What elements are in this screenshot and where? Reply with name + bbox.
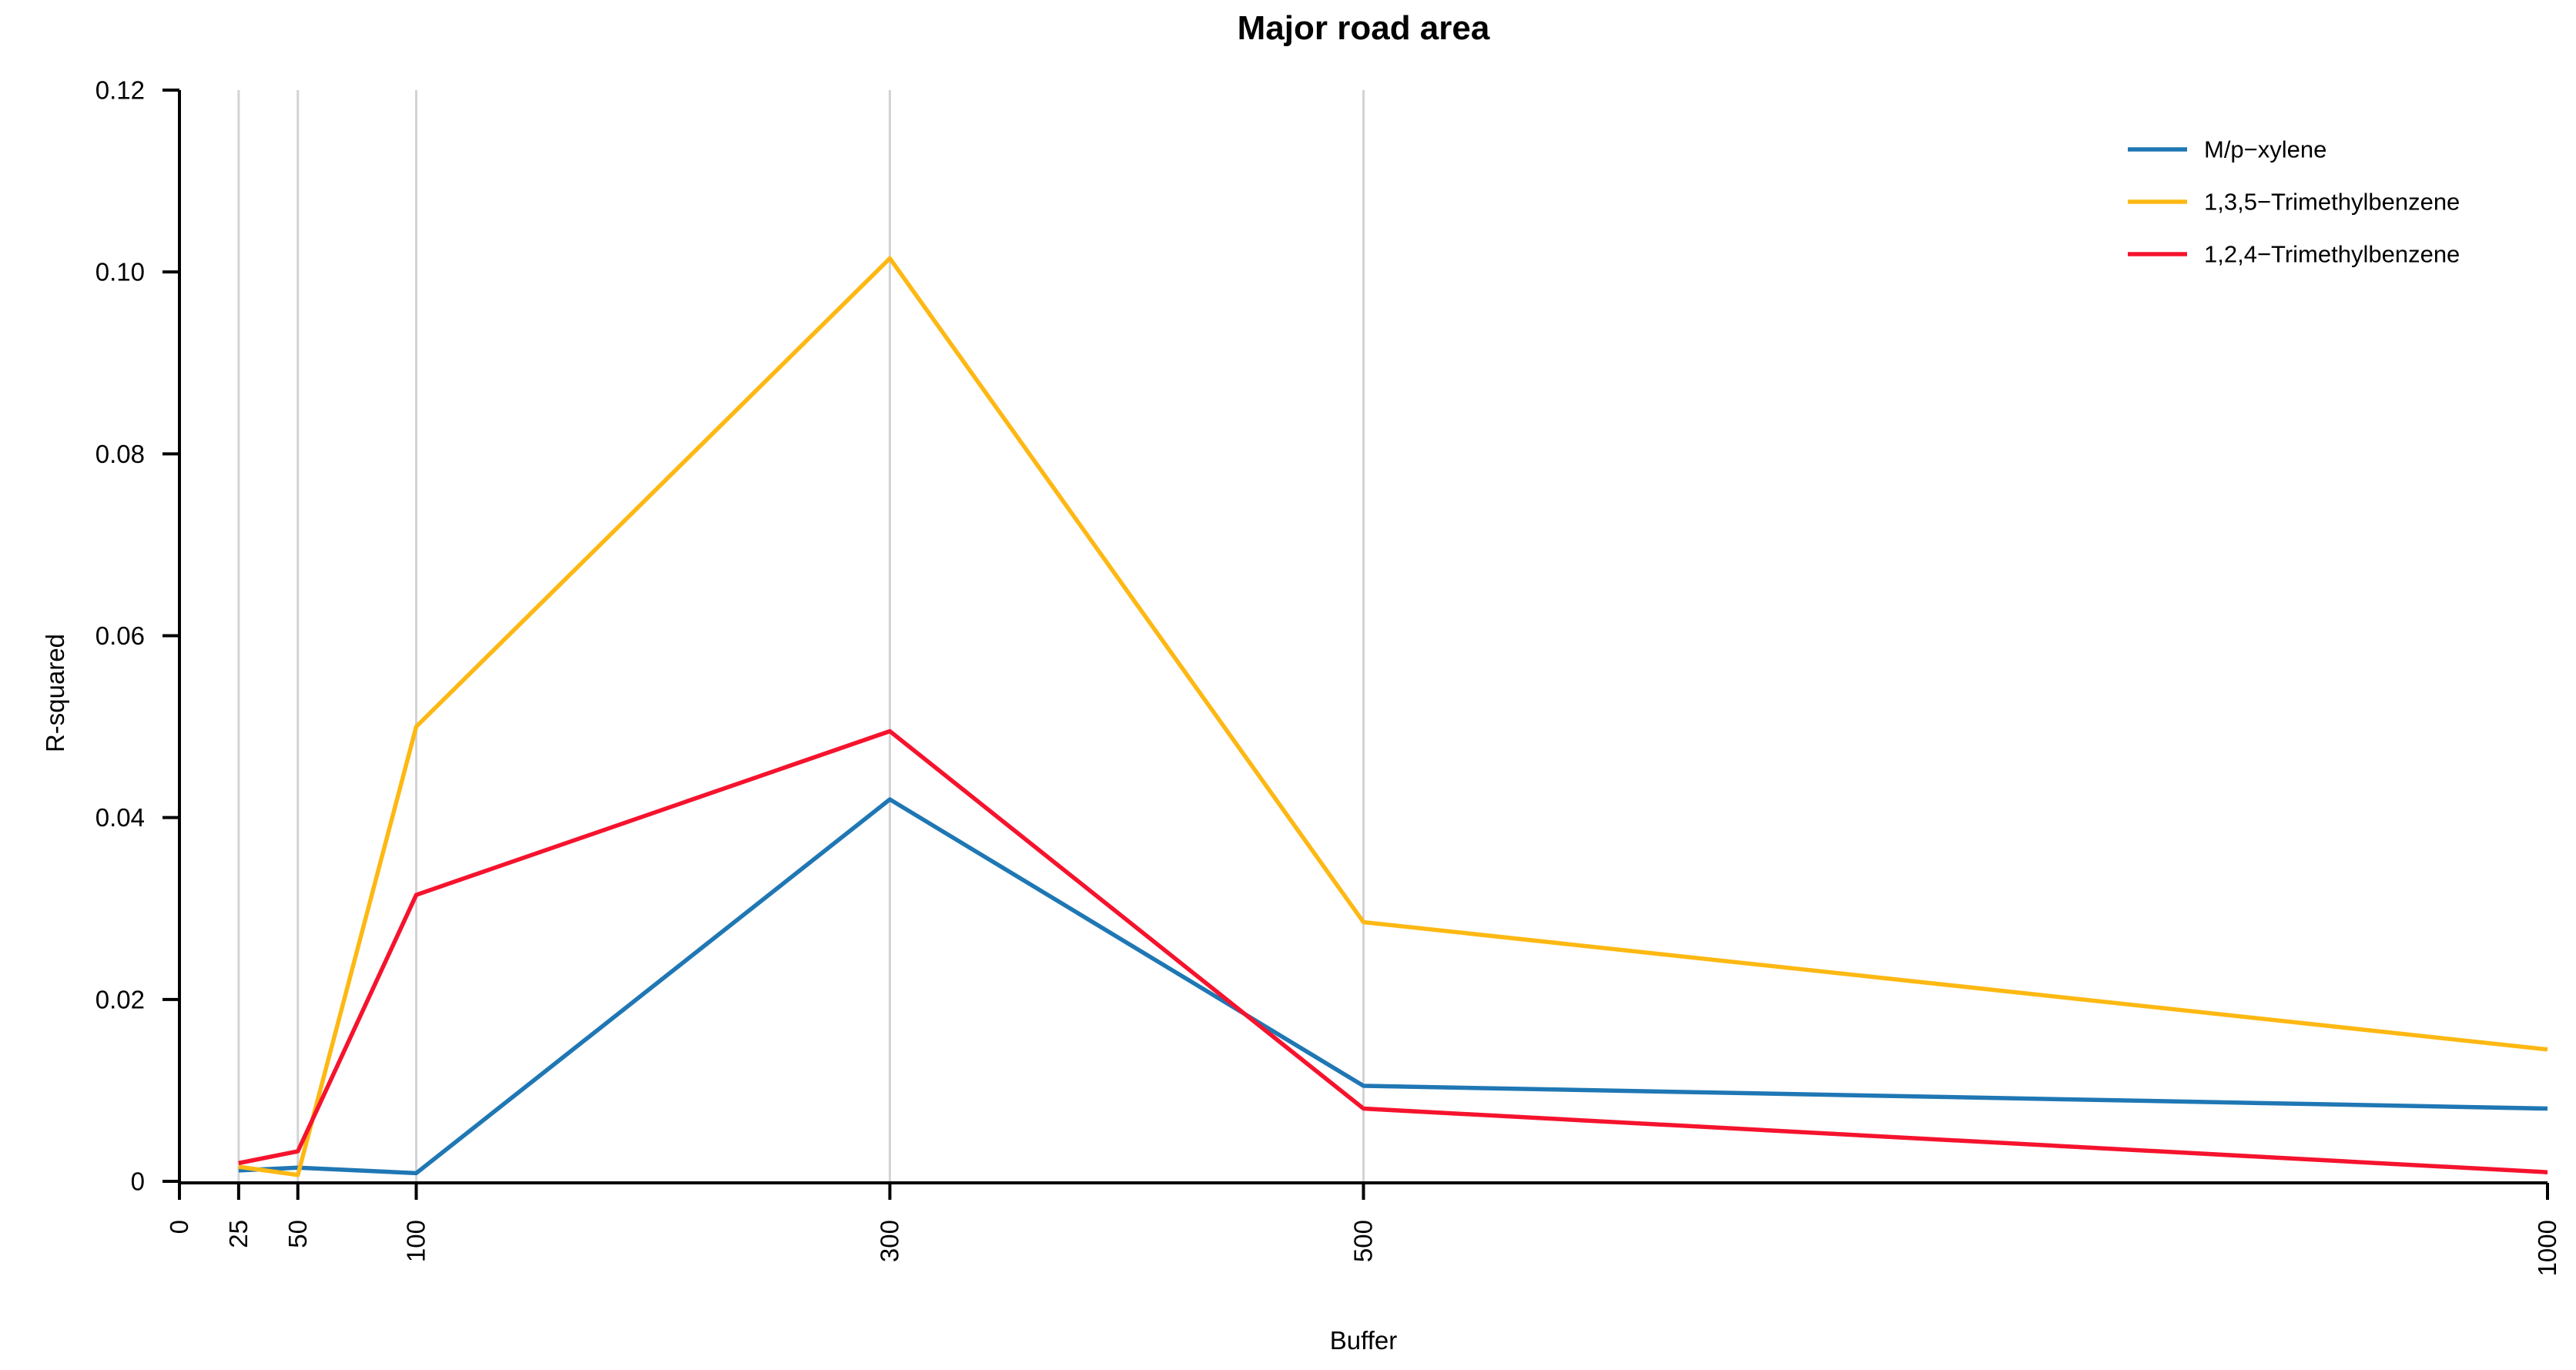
y-axis-tick-label: 0 [131, 1167, 145, 1196]
series-line-1-2-4-trimethylbenzene [238, 729, 2548, 1174]
legend-label: 1,2,4−Trimethylbenzene [2204, 241, 2460, 268]
x-axis-title: Buffer [1329, 1326, 1398, 1355]
y-axis-tick-label: 0.04 [95, 803, 145, 832]
y-axis-tick-label: 0.06 [95, 621, 145, 650]
x-axis-tick-label: 500 [1349, 1220, 1378, 1262]
series-line-1-3-5-trimethylbenzene [238, 256, 2548, 1177]
y-axis-tick-label: 0.08 [95, 440, 145, 468]
y-axis-title: R-squared [41, 633, 69, 753]
x-axis-tick-label: 100 [402, 1220, 430, 1262]
y-axis-tick-label: 0.10 [95, 258, 145, 286]
x-axis-tick-label: 0 [165, 1220, 193, 1234]
x-axis-tick-label: 25 [224, 1220, 253, 1248]
x-axis-tick-label: 50 [283, 1220, 312, 1248]
x-axis-tick-label: 300 [876, 1220, 904, 1262]
legend-label: 1,3,5−Trimethylbenzene [2204, 189, 2460, 216]
chart-title: Major road area [1237, 9, 1490, 47]
x-axis-tick-label: 1000 [2533, 1220, 2561, 1276]
y-axis-tick-label: 0.02 [95, 985, 145, 1013]
series-line-m-p-xylene [238, 797, 2548, 1176]
legend-label: M/p−xylene [2204, 136, 2326, 163]
y-axis-tick-label: 0.12 [95, 76, 145, 105]
